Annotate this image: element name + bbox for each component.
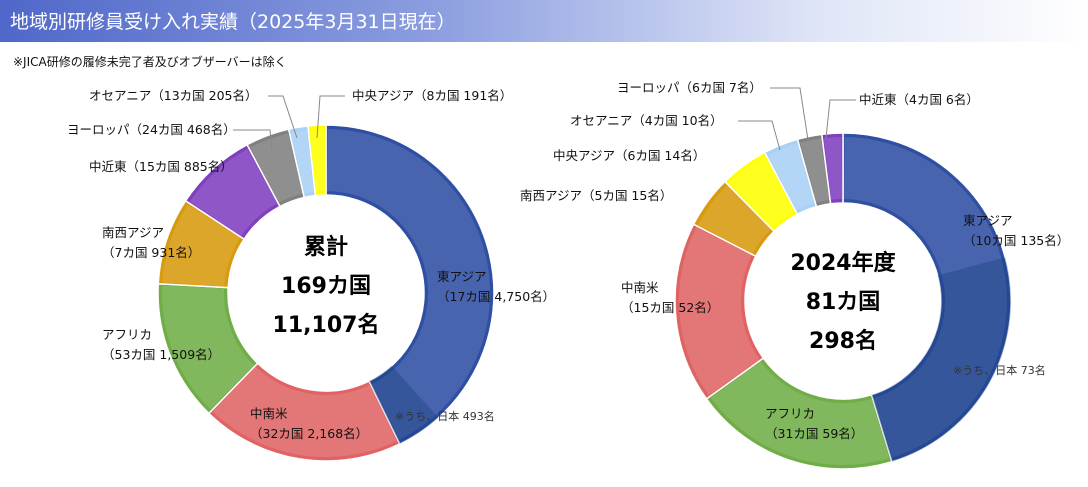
slice-label: 南西アジア — [102, 225, 164, 240]
leader-line — [316, 95, 345, 139]
header-bar: 地域別研修員受け入れ実績（2025年3月31日現在） — [0, 0, 1088, 42]
slice-label: オセアニア（4カ国 10名） — [570, 113, 723, 128]
japan-note: ※うち、日本 73名 — [953, 363, 1046, 377]
slice-label: 東アジア — [963, 213, 1013, 228]
center-total: 11,107名 — [273, 312, 380, 338]
donut-chart-1: 東アジア （17カ国 4,750名） 中南米 （32カ国 2,168名） アフリカ （53… — [67, 88, 555, 462]
slice-label: （10カ国 135名） — [963, 233, 1069, 248]
slice-中南米 — [207, 362, 401, 462]
exclusion-note: ※JICA研修の履修未完了者及びオブザーバーは除く — [13, 55, 287, 69]
slice-shine — [728, 156, 795, 228]
center-total: 298名 — [809, 328, 877, 354]
page-title: 地域別研修員受け入れ実績（2025年3月31日現在） — [10, 11, 456, 33]
slice-label: 中南米 — [621, 280, 659, 295]
leader-line — [233, 129, 273, 151]
slice-label: 東アジア — [437, 269, 487, 284]
slice-label: アフリカ — [102, 327, 152, 342]
center-total: 169カ国 — [281, 274, 371, 299]
japan-note: ※うち、日本 493名 — [395, 409, 495, 423]
slice-label: ヨーロッパ（24カ国 468名） — [67, 122, 236, 137]
leader-line — [770, 87, 809, 141]
slice-label: 中央アジア（8カ国 191名） — [352, 88, 512, 103]
slice-東アジア — [325, 124, 495, 445]
slice-shine — [800, 138, 830, 203]
slice-shine — [250, 133, 303, 203]
slice-shine — [189, 148, 278, 237]
leader-line — [268, 95, 298, 139]
japan-subsegment — [369, 365, 439, 444]
slice-shine — [768, 143, 815, 211]
slice-shine — [823, 137, 842, 200]
center-total: 累計 — [304, 234, 348, 260]
slice-label: 南西アジア（5カ国 15名） — [520, 188, 672, 203]
slice-label: 中近東（4カ国 6名） — [859, 92, 979, 107]
slice-shine — [212, 366, 397, 458]
slice-shine — [309, 129, 325, 192]
japan-subsegment — [871, 257, 1012, 462]
slice-label: （15カ国 52名） — [621, 300, 719, 315]
slice-label: アフリカ — [765, 406, 815, 421]
slice-東アジア — [842, 132, 1012, 463]
slice-shine — [291, 130, 314, 194]
slice-shine — [710, 361, 890, 466]
slice-label: （7カ国 931名） — [102, 245, 200, 260]
slice-shine — [327, 129, 490, 440]
slice-shine — [844, 137, 1007, 458]
slice-アフリカ — [705, 357, 893, 470]
slice-label: （31カ国 59名） — [765, 426, 863, 441]
slice-label: 中央アジア（6カ国 14名） — [553, 148, 705, 163]
slice-shine — [162, 204, 241, 287]
donut-chart-2: 東アジア （10カ国 135名） アフリカ （31カ国 59名） 中南米 （15カ国 52… — [520, 80, 1069, 470]
leader-line — [825, 99, 856, 139]
slice-shine — [679, 227, 760, 396]
slice-label: ヨーロッパ（6カ国 7名） — [617, 80, 762, 95]
slice-中近東 — [820, 132, 844, 205]
slice-shine — [162, 285, 255, 410]
center-total: 81カ国 — [806, 290, 881, 315]
slice-label: オセアニア（13カ国 205名） — [89, 88, 258, 103]
slice-label: （32カ国 2,168名） — [250, 426, 368, 441]
slice-label: （53カ国 1,509名） — [102, 347, 220, 362]
slice-中央アジア — [307, 124, 327, 197]
slice-label: 中南米 — [250, 406, 288, 421]
slice-shine — [697, 185, 771, 254]
slice-label: 中近東（15カ国 885名） — [89, 159, 233, 174]
slice-label: （17カ国 4,750名） — [437, 289, 555, 304]
leader-line — [738, 120, 781, 151]
center-total: 2024年度 — [790, 250, 896, 276]
